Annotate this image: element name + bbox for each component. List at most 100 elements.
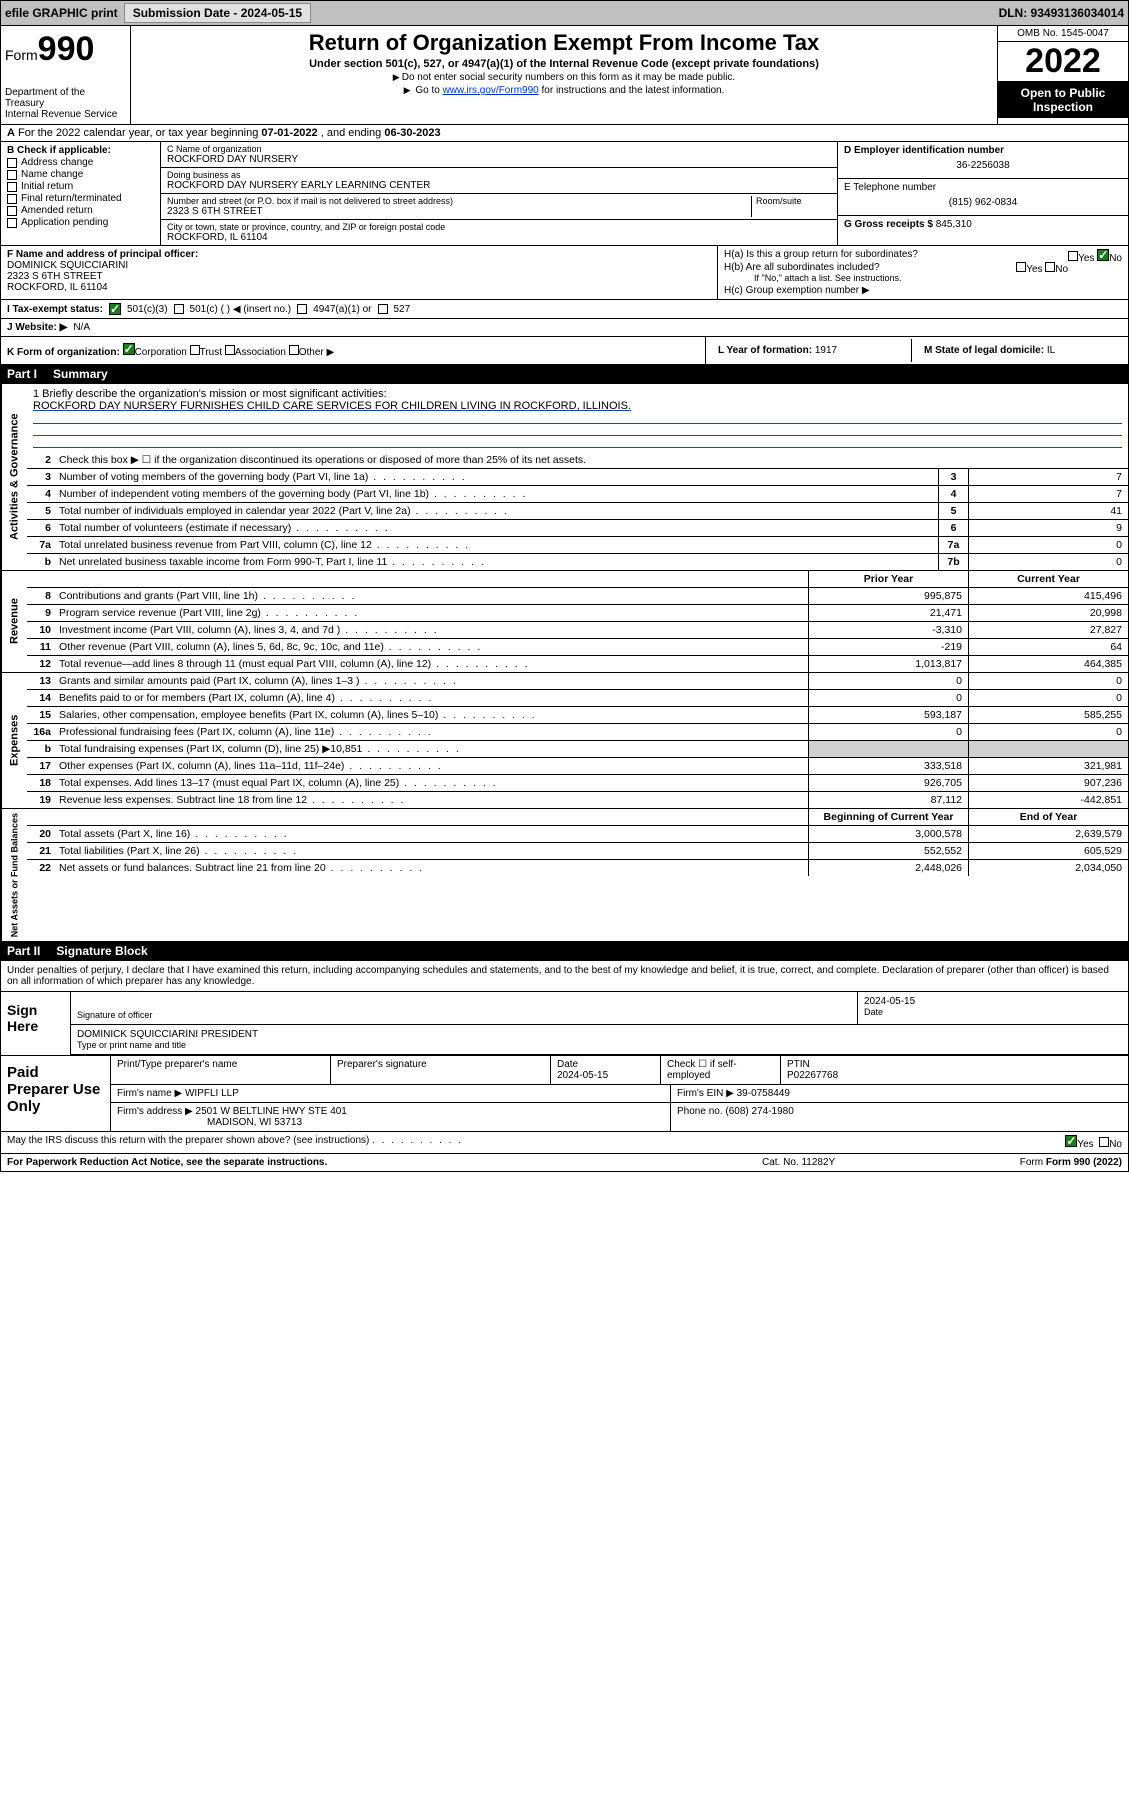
table-row: 14Benefits paid to or for members (Part …	[27, 690, 1128, 707]
col-b: B Check if applicable: Address changeNam…	[1, 142, 161, 245]
rev-header-row: Prior Year Current Year	[27, 571, 1128, 588]
col-b-item: Initial return	[7, 181, 154, 192]
q2-text: Check this box ▶ ☐ if the organization d…	[55, 452, 1128, 468]
opt-501c3: 501(c)(3)	[127, 304, 168, 315]
header-left: Form990 Department of the Treasury Inter…	[1, 26, 131, 124]
hb-yes: Yes	[1026, 264, 1042, 275]
officer-name: DOMINICK SQUICCIARINI	[7, 260, 711, 271]
room-label: Room/suite	[756, 196, 831, 206]
col-h: H(a) Is this a group return for subordin…	[718, 246, 1128, 299]
table-row: 11Other revenue (Part VIII, column (A), …	[27, 639, 1128, 656]
table-row: 8Contributions and grants (Part VIII, li…	[27, 588, 1128, 605]
prep-check-hdr: Check ☐ if self-employed	[661, 1056, 781, 1084]
table-row: 12Total revenue—add lines 8 through 11 (…	[27, 656, 1128, 672]
checkbox-icon[interactable]	[7, 170, 17, 180]
checkbox-icon[interactable]	[7, 158, 17, 168]
footer-form: Form Form 990 (2022)	[962, 1157, 1122, 1168]
form-title: Return of Organization Exempt From Incom…	[137, 30, 991, 56]
line-a: A For the 2022 calendar year, or tax yea…	[0, 125, 1129, 142]
opt-other: Other ▶	[299, 347, 334, 358]
form-990-number: 990	[38, 30, 95, 68]
discuss-yes: Yes	[1077, 1139, 1093, 1150]
opt-501c: 501(c) ( ) ◀ (insert no.)	[190, 304, 292, 315]
efile-label: efile GRAPHIC print	[5, 6, 118, 20]
page-footer: For Paperwork Reduction Act Notice, see …	[0, 1154, 1129, 1172]
line-a-pre: For the 2022 calendar year, or tax year …	[18, 127, 261, 139]
vlabel-expenses: Expenses	[1, 673, 27, 808]
hc-row: H(c) Group exemption number ▶	[724, 285, 1122, 296]
l-label: L Year of formation:	[718, 345, 815, 356]
org-name: ROCKFORD DAY NURSERY	[167, 154, 831, 165]
ha-yes: Yes	[1078, 253, 1094, 264]
part2-num: Part II	[7, 944, 40, 958]
irs-link[interactable]: www.irs.gov/Form990	[443, 85, 539, 96]
opt-4947: 4947(a)(1) or	[313, 304, 371, 315]
col-b-item: Name change	[7, 169, 154, 180]
firm-phone: (608) 274-1980	[725, 1106, 793, 1117]
firm-ein-lbl: Firm's EIN ▶	[677, 1088, 734, 1099]
table-row: 15Salaries, other compensation, employee…	[27, 707, 1128, 724]
table-row: bNet unrelated business taxable income f…	[27, 554, 1128, 570]
prep-name-hdr: Print/Type preparer's name	[111, 1056, 331, 1084]
row-j-label: J Website: ▶	[7, 322, 67, 333]
section-expenses: Expenses 13Grants and similar amounts pa…	[0, 673, 1129, 809]
table-row: 4Number of independent voting members of…	[27, 486, 1128, 503]
q1-label: 1 Briefly describe the organization's mi…	[33, 388, 1122, 400]
city-label: City or town, state or province, country…	[167, 222, 831, 232]
ha-row: H(a) Is this a group return for subordin…	[724, 249, 1122, 260]
m-value: IL	[1047, 345, 1055, 356]
checkbox-icon[interactable]	[7, 182, 17, 192]
opt-trust: Trust	[200, 347, 222, 358]
hb-row: H(b) Are all subordinates included? Yes …	[724, 262, 1122, 273]
goto-note: Go to www.irs.gov/Form990 for instructio…	[137, 85, 991, 96]
header-right: OMB No. 1545-0047 2022 Open to Public In…	[998, 26, 1128, 124]
prep-date-hdr: Date	[557, 1059, 578, 1070]
discuss-no: No	[1109, 1139, 1122, 1150]
website-value: N/A	[73, 322, 90, 333]
corp-checked-icon	[123, 343, 135, 355]
gross-value: 845,310	[936, 219, 972, 230]
col-b-item: Amended return	[7, 205, 154, 216]
col-de: D Employer identification number 36-2256…	[838, 142, 1128, 245]
sign-here-label: Sign Here	[1, 992, 71, 1055]
ein-value: 36-2256038	[844, 156, 1122, 175]
form-label: Form	[5, 47, 38, 63]
table-row: 21Total liabilities (Part X, line 26)552…	[27, 843, 1128, 860]
hb-no: No	[1055, 264, 1068, 275]
prep-sig-hdr: Preparer's signature	[331, 1056, 551, 1084]
officer-label: F Name and address of principal officer:	[7, 249, 711, 260]
row-k-label: K Form of organization:	[7, 347, 120, 358]
row-m: M State of legal domicile: IL	[918, 339, 1128, 362]
gross-label: G Gross receipts $	[844, 219, 936, 230]
table-row: 17Other expenses (Part IX, column (A), l…	[27, 758, 1128, 775]
efile-topbar: efile GRAPHIC print Submission Date - 20…	[0, 0, 1129, 26]
row-klm: K Form of organization: Corporation Trus…	[0, 337, 1129, 365]
section-netassets: Net Assets or Fund Balances Beginning of…	[0, 809, 1129, 942]
submission-date-button[interactable]: Submission Date - 2024-05-15	[124, 3, 311, 23]
checkbox-icon[interactable]	[7, 218, 17, 228]
row-j: J Website: ▶ N/A	[0, 319, 1129, 337]
omb-number: OMB No. 1545-0047	[998, 26, 1128, 42]
part1-title: Summary	[53, 367, 108, 381]
block-fh: F Name and address of principal officer:…	[0, 246, 1129, 300]
city: ROCKFORD, IL 61104	[167, 232, 831, 243]
row-l: L Year of formation: 1917	[712, 339, 912, 362]
footer-cat: Cat. No. 11282Y	[762, 1157, 962, 1168]
officer-addr2: ROCKFORD, IL 61104	[7, 282, 711, 293]
hb-label: H(b) Are all subordinates included?	[724, 262, 880, 273]
checkbox-icon[interactable]	[7, 194, 17, 204]
sig-intro: Under penalties of perjury, I declare th…	[1, 961, 1128, 992]
phone-value: (815) 962-0834	[844, 193, 1122, 212]
prep-date-val: 2024-05-15	[557, 1070, 608, 1081]
q1-value: ROCKFORD DAY NURSERY FURNISHES CHILD CAR…	[33, 400, 1122, 412]
net-header-row: Beginning of Current Year End of Year	[27, 809, 1128, 826]
sig-name-title: DOMINICK SQUICCIARINI PRESIDENT	[77, 1029, 1122, 1040]
firm-addr1: 2501 W BELTLINE HWY STE 401	[196, 1106, 347, 1117]
checkbox-icon[interactable]	[7, 206, 17, 216]
hdr-begin-year: Beginning of Current Year	[808, 809, 968, 825]
col-b-heading: B Check if applicable:	[7, 145, 154, 156]
part1-num: Part I	[7, 367, 37, 381]
form-number: Form990	[5, 30, 126, 69]
department-label: Department of the Treasury Internal Reve…	[5, 87, 126, 120]
col-f: F Name and address of principal officer:…	[1, 246, 718, 299]
